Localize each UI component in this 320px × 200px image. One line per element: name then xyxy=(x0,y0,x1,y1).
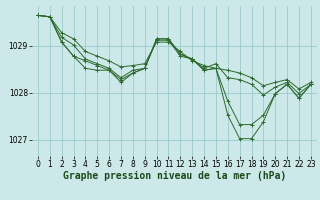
X-axis label: Graphe pression niveau de la mer (hPa): Graphe pression niveau de la mer (hPa) xyxy=(63,171,286,181)
